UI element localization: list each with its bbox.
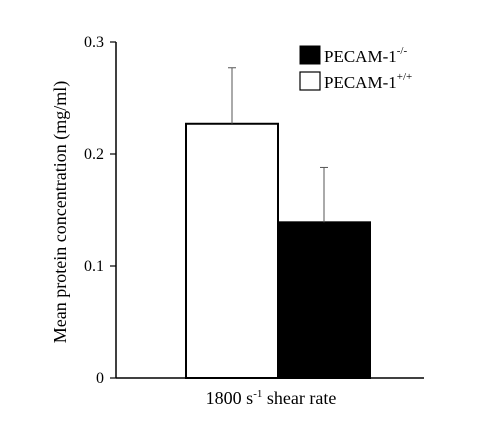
bar-mm [277,221,371,379]
y-tick-label: 0 [96,370,104,387]
x-axis-label: 1800 s-1 shear rate [206,388,337,408]
legend-label-wildtype: PECAM-1+/+ [324,71,412,92]
y-axis-title: Mean protein concentration (mg/ml) [50,81,71,343]
legend-swatch-wildtype [299,71,321,91]
y-tick-label: 0.1 [84,258,104,275]
legend: PECAM-1-/- PECAM-1+/+ [299,45,412,92]
legend-label-knockout: PECAM-1-/- [324,45,407,66]
error-bars [228,67,328,223]
y-tick-label: 0.3 [84,34,104,51]
y-tick-label: 0.2 [84,146,104,163]
legend-swatch-knockout [299,45,321,65]
y-ticks: 0 0.1 0.2 0.3 [84,34,116,387]
bar-pp [185,122,279,380]
bars [185,122,371,380]
